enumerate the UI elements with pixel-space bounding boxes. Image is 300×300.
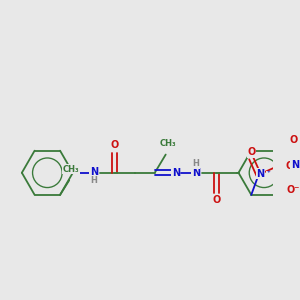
Text: H: H [90,176,97,185]
Text: O: O [111,140,119,150]
Text: O⁻: O⁻ [286,185,300,195]
Text: N: N [291,160,299,170]
Text: O: O [247,147,255,157]
Text: O: O [213,195,221,205]
Text: N: N [256,169,264,179]
Text: N: N [90,167,98,177]
Text: ⁺: ⁺ [267,171,271,177]
Text: N: N [192,168,200,178]
Text: CH₃: CH₃ [63,165,79,174]
Text: O⁻: O⁻ [286,161,299,171]
Text: H: H [192,159,199,168]
Text: N: N [172,168,180,178]
Text: CH₃: CH₃ [159,139,176,148]
Text: O: O [289,135,297,145]
